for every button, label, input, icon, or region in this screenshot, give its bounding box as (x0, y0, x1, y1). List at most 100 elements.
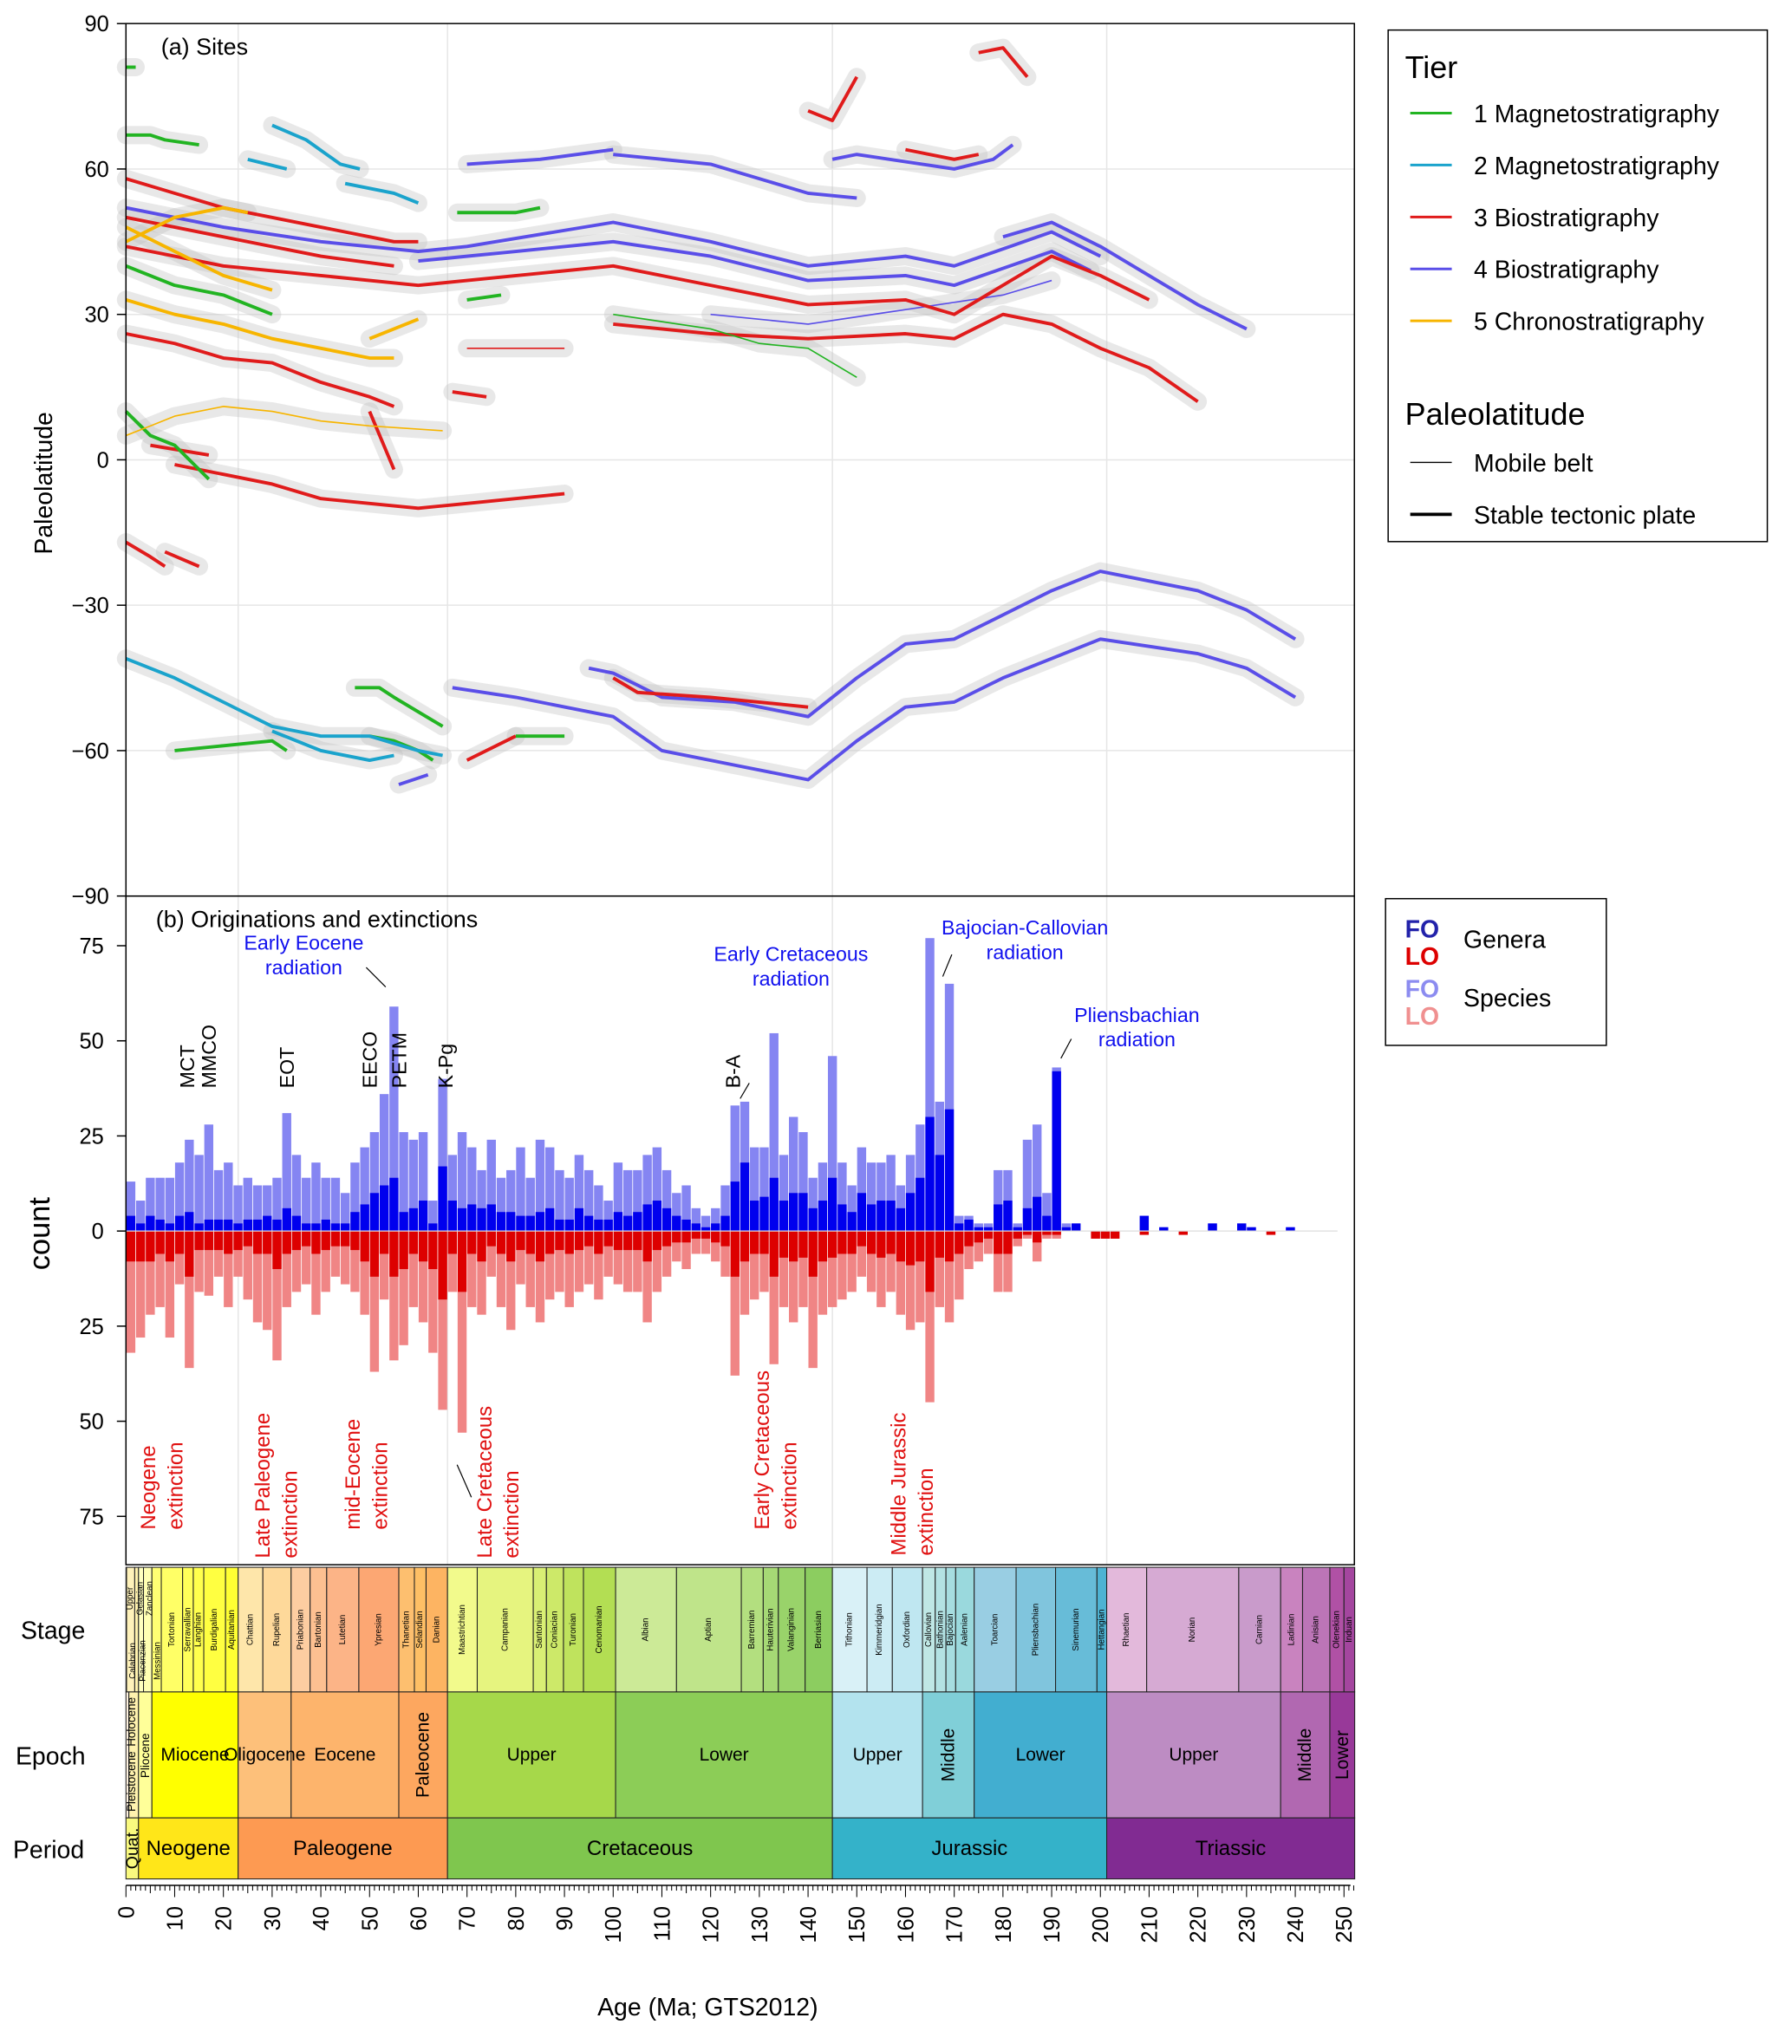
bar-lo-genera (496, 1231, 506, 1254)
x-tick-label: 60 (407, 1906, 431, 1930)
bar-lo-genera (146, 1231, 155, 1262)
bar-fo-genera (574, 1208, 584, 1232)
bar-lo-genera (165, 1231, 175, 1262)
extinction-annotation: mid-Eocene (342, 1419, 365, 1530)
bar-lo-species (360, 1231, 369, 1315)
bar-lo-species (759, 1231, 769, 1292)
bar-lo-genera (974, 1231, 983, 1243)
stage-box (1146, 1566, 1240, 1693)
bar-fo-species (672, 1193, 681, 1232)
bar-lo-species (243, 1231, 252, 1300)
bar-fo-genera (691, 1223, 701, 1232)
bar-fo-species (876, 1162, 886, 1232)
bar-lo-species (486, 1231, 496, 1277)
bar-fo-genera (535, 1212, 545, 1232)
bar-fo-species (633, 1169, 642, 1232)
stage-box (425, 1566, 448, 1693)
legend-tier-label: 1 Magnetostratigraphy (1474, 101, 1720, 128)
bar-fo-genera (525, 1215, 535, 1232)
bar-fo-species (555, 1169, 564, 1232)
bar-lo-species (224, 1231, 233, 1307)
bar-lo-genera (1100, 1231, 1111, 1239)
site-line-tier-3 (978, 46, 1029, 78)
site-line-tier-2 (271, 729, 394, 762)
bar-fo-genera (263, 1215, 272, 1232)
legend-tier-label: 4 Biostratigraphy (1474, 257, 1659, 284)
stage-label: Barremian (747, 1611, 757, 1650)
bar-lo-species (574, 1231, 584, 1292)
epoch-label: Upper (1169, 1745, 1218, 1765)
bar-lo-genera (126, 1231, 136, 1262)
bar-lo-genera (418, 1231, 428, 1262)
row-label-epoch: Epoch (16, 1743, 86, 1771)
bar-lo-species (379, 1231, 389, 1300)
stage-label: Burdigalian (210, 1609, 219, 1651)
bar-fo-genera (418, 1201, 428, 1232)
bar-lo-species (185, 1231, 194, 1369)
bar-lo-species (438, 1231, 447, 1410)
bar-lo-species (174, 1231, 185, 1285)
site-line-tier-3 (164, 550, 200, 569)
bar-lo-species (652, 1231, 662, 1292)
bar-fo-genera (594, 1219, 603, 1232)
bar-lo-genera (994, 1231, 1003, 1254)
stage-label: Upper (126, 1586, 135, 1610)
x-tick-label: 230 (1235, 1906, 1260, 1943)
x-tick-label: 200 (1089, 1906, 1113, 1943)
y-tick-label-b: 75 (80, 934, 104, 959)
bar-fo-genera (769, 1177, 779, 1232)
x-axis-label: Age (Ma; GTS2012) (597, 1994, 818, 2021)
bar-lo-genera (252, 1231, 263, 1254)
site-line-tier-1 (457, 205, 541, 215)
legend-lo-species: LO (1405, 1003, 1440, 1031)
bar-lo-genera (613, 1231, 623, 1251)
radiation-annotation: Early Eocene (244, 931, 363, 954)
bar-lo-species (291, 1231, 302, 1292)
bar-fo-genera (622, 1215, 633, 1232)
epoch-box (1329, 1691, 1356, 1819)
site-line-tier-1 (613, 313, 857, 379)
site-line-tier-3 (612, 676, 809, 709)
stage-label: Aptian (704, 1618, 714, 1642)
bar-fo-genera (330, 1223, 341, 1232)
bar-lo-genera (174, 1231, 185, 1254)
bar-fo-genera (447, 1201, 458, 1232)
stage-label: Tithonian (845, 1612, 855, 1647)
bar-fo-genera (204, 1219, 214, 1232)
bar-lo-species (408, 1231, 419, 1307)
bar-lo-genera (350, 1231, 360, 1251)
bar-lo-genera (467, 1231, 477, 1254)
site-line-tier-1 (466, 293, 502, 302)
bar-lo-genera (282, 1231, 291, 1254)
epoch-box (290, 1691, 400, 1819)
bar-fo-species (233, 1185, 243, 1232)
bar-fo-species (311, 1162, 321, 1232)
bar-fo-genera (1022, 1208, 1033, 1232)
panel-a-title: (a) Sites (161, 34, 248, 60)
period-box (446, 1817, 833, 1880)
stage-box (974, 1566, 1017, 1693)
bar-lo-genera (730, 1231, 740, 1277)
bar-lo-genera (263, 1231, 272, 1254)
bar-lo-species (213, 1231, 224, 1277)
bar-lo-genera (905, 1231, 916, 1266)
bar-lo-species (681, 1231, 691, 1270)
radiation-annotation: Bajocian-Callovian (942, 916, 1108, 939)
bar-lo-genera (574, 1231, 584, 1251)
site-line-tier-3 (125, 244, 1150, 316)
legend-sites-frame (1387, 29, 1769, 543)
epoch-label: Lower (1333, 1730, 1352, 1780)
bar-lo-genera (1033, 1231, 1042, 1243)
period-label: Paleogene (293, 1837, 393, 1860)
bar-fo-genera (994, 1204, 1003, 1232)
bar-lo-species (866, 1231, 876, 1292)
stage-label: Priabonian (296, 1610, 305, 1650)
bar-fo-species (174, 1162, 185, 1232)
bar-lo-genera (555, 1231, 564, 1251)
stage-label: Ladinian (1287, 1614, 1296, 1646)
stage-label: Coniacian (551, 1611, 560, 1648)
y-tick-label-a: −30 (72, 594, 109, 618)
site-line-tier-5 (368, 317, 420, 341)
legend-originations-frame (1385, 897, 1607, 1046)
bar-lo-genera (622, 1231, 633, 1251)
